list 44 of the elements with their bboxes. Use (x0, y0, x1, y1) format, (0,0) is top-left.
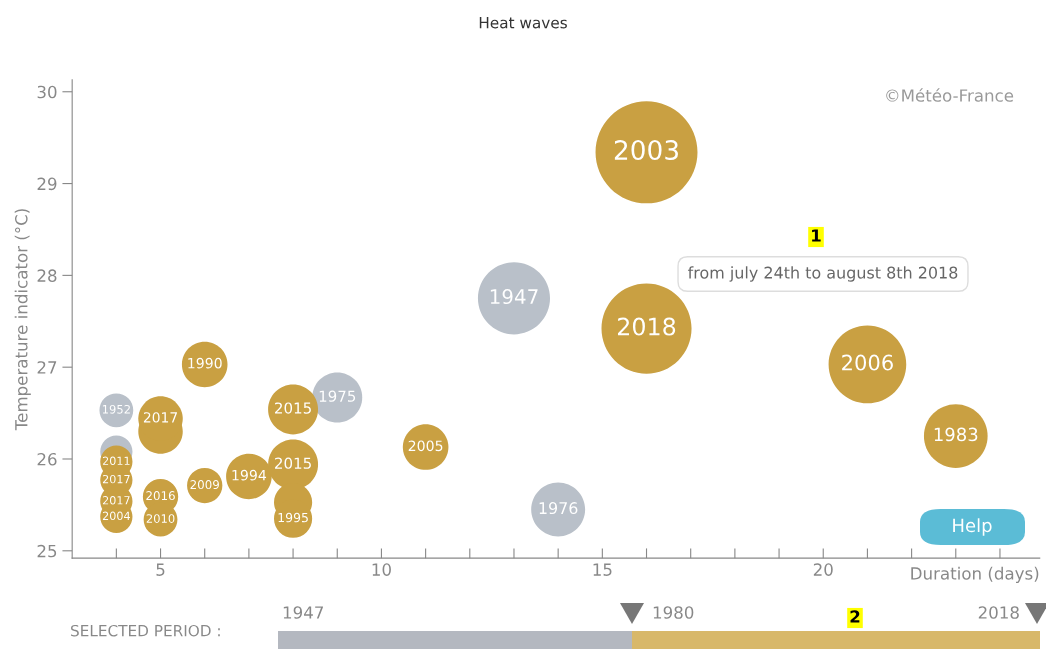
x-tick-label: 5 (156, 563, 165, 576)
text: 2018 (978, 606, 1019, 619)
annotation: 2011 (102, 456, 130, 465)
annotation: 2017 (143, 412, 177, 423)
text: SELECTED PERIOD : (71, 624, 220, 637)
y-tick-label: 26 (37, 452, 57, 466)
text: 2 (850, 610, 860, 623)
annotation: from july 24th to august 8th 2018 (687, 266, 958, 282)
chart-title: Heat waves (479, 17, 567, 29)
annotation: 2003 (614, 140, 678, 161)
annotation: ©Météo-France (886, 88, 1014, 102)
annotation: 1952 (102, 404, 130, 414)
annotation: 1995 (278, 512, 308, 523)
y-tick-label: 27 (37, 361, 57, 374)
x-tick-label: 15 (593, 563, 612, 576)
annotation: 2017 (102, 474, 130, 484)
annotation: 2015 (275, 402, 311, 414)
annotation: 1994 (232, 469, 267, 481)
annotation: 2016 (146, 491, 175, 501)
annotation: 2004 (102, 511, 130, 521)
annotation: 2018 (617, 317, 676, 336)
y-tick-label: 30 (37, 85, 57, 99)
y-tick-label: 28 (37, 269, 57, 282)
annotation: 1 (812, 229, 821, 242)
text: 1947 (283, 606, 323, 619)
annotation: 2009 (190, 480, 219, 490)
x-tick-label: 20 (813, 563, 833, 576)
annotation: 1976 (539, 502, 578, 515)
annotation: 1990 (188, 357, 222, 369)
y-tick-label: 29 (37, 177, 57, 191)
annotation: Help (953, 518, 992, 536)
annotation: 2017 (102, 496, 130, 505)
annotation: 2006 (842, 354, 893, 371)
annotation: 2015 (275, 457, 311, 469)
annotation: 1975 (319, 390, 356, 402)
y-axis-title: Temperature indicator (°C) (14, 209, 31, 431)
x-axis-title: Duration (days) (911, 566, 1039, 583)
text: 1980 (653, 606, 694, 619)
x-tick-label: 10 (372, 563, 391, 576)
annotation: 1983 (934, 427, 978, 442)
annotation: 2010 (146, 514, 175, 523)
annotation: 2005 (408, 440, 443, 452)
annotation: 1947 (490, 289, 538, 305)
y-tick-label: 25 (37, 544, 57, 558)
